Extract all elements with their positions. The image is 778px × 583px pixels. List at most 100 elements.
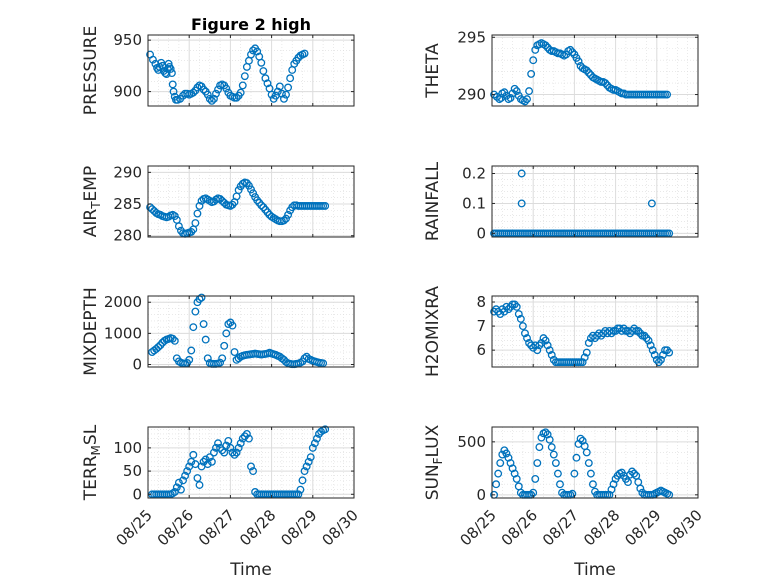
data-point bbox=[531, 474, 540, 483]
data-point bbox=[183, 467, 192, 476]
data-point bbox=[572, 453, 581, 462]
data-point bbox=[521, 329, 529, 338]
data-point bbox=[512, 302, 521, 311]
data-point bbox=[232, 448, 241, 457]
data-point bbox=[531, 45, 540, 54]
data-point bbox=[308, 443, 317, 452]
data-point bbox=[584, 338, 593, 347]
data-point bbox=[553, 469, 562, 478]
axes-box bbox=[491, 426, 699, 499]
axes-box bbox=[491, 165, 699, 238]
data-point bbox=[189, 88, 198, 97]
axes-area bbox=[148, 296, 354, 367]
data-point bbox=[247, 185, 255, 194]
data-point bbox=[568, 48, 577, 57]
data-point bbox=[601, 79, 610, 88]
data-point bbox=[624, 478, 632, 487]
y-tick-label: 295 bbox=[457, 28, 486, 46]
data-point bbox=[539, 334, 548, 343]
data-point bbox=[647, 199, 656, 208]
y-tick-label: 900 bbox=[113, 83, 142, 101]
subplot-pressure: 900 950 PRESSURE bbox=[81, 26, 355, 115]
data-point bbox=[222, 84, 231, 93]
data-point bbox=[236, 439, 245, 448]
data-point bbox=[207, 96, 216, 105]
data-point bbox=[273, 87, 282, 96]
data-point bbox=[187, 346, 196, 355]
y-tick-label: 1000 bbox=[104, 324, 142, 342]
data-point bbox=[582, 448, 591, 457]
data-point bbox=[203, 460, 212, 469]
axes-box bbox=[147, 34, 355, 107]
data-point bbox=[512, 474, 521, 483]
y-tick-label: 0 bbox=[132, 485, 142, 503]
data-point bbox=[543, 341, 552, 350]
data-point bbox=[154, 343, 163, 352]
data-point bbox=[193, 209, 202, 218]
y-tick-label: 290 bbox=[457, 86, 486, 104]
data-point bbox=[263, 79, 272, 88]
y-tick-label: 50 bbox=[123, 462, 142, 480]
data-point bbox=[284, 210, 293, 219]
data-point bbox=[257, 201, 266, 210]
data-point bbox=[172, 483, 181, 492]
data-point bbox=[656, 355, 665, 364]
data-point bbox=[630, 324, 639, 333]
data-point bbox=[212, 89, 220, 98]
data-point bbox=[197, 293, 206, 302]
data-point bbox=[284, 83, 293, 92]
y-tick-label: 285 bbox=[113, 195, 142, 213]
data-point bbox=[537, 433, 546, 442]
data-point bbox=[492, 480, 501, 489]
data-point bbox=[296, 485, 305, 494]
data-point bbox=[619, 324, 628, 333]
data-point bbox=[275, 82, 284, 91]
data-point bbox=[518, 322, 527, 331]
data-point bbox=[529, 56, 538, 65]
data-point bbox=[523, 334, 531, 343]
data-point bbox=[586, 469, 595, 478]
y-axis-label-theta: THETA bbox=[423, 43, 443, 99]
data-point bbox=[646, 341, 655, 350]
axes-box bbox=[491, 34, 699, 107]
y-axis-label-mixdepth: MIXDEPTH bbox=[81, 287, 101, 376]
y-tick-label: 0.2 bbox=[462, 164, 486, 182]
data-point bbox=[216, 358, 225, 367]
data-point bbox=[185, 355, 194, 364]
data-point bbox=[634, 326, 643, 335]
data-point bbox=[236, 88, 245, 97]
data-point bbox=[199, 457, 208, 466]
data-point bbox=[650, 351, 659, 359]
data-point bbox=[174, 222, 183, 231]
data-point bbox=[584, 68, 593, 77]
axes-box bbox=[147, 295, 355, 368]
data-point bbox=[570, 469, 579, 478]
data-point bbox=[517, 169, 526, 178]
data-point bbox=[574, 57, 583, 66]
data-point bbox=[244, 181, 253, 190]
data-point bbox=[249, 46, 258, 55]
data-point bbox=[545, 346, 554, 355]
data-point bbox=[582, 66, 591, 75]
data-point bbox=[179, 476, 187, 485]
data-point bbox=[240, 72, 249, 81]
data-point bbox=[167, 69, 176, 78]
data-point bbox=[525, 87, 534, 96]
data-point bbox=[648, 346, 657, 355]
data-point bbox=[224, 436, 233, 445]
data-point bbox=[220, 198, 229, 207]
data-point bbox=[517, 199, 526, 208]
y-axis-label-pressure: PRESSURE bbox=[81, 26, 101, 115]
axes-box bbox=[147, 426, 355, 499]
data-point bbox=[547, 443, 556, 452]
data-point bbox=[162, 70, 171, 79]
data-point bbox=[502, 449, 511, 458]
data-point bbox=[247, 462, 255, 471]
data-point bbox=[203, 90, 212, 99]
data-point bbox=[628, 467, 637, 476]
data-point bbox=[321, 425, 330, 434]
data-point bbox=[280, 216, 288, 225]
figure-title: Figure 2 high bbox=[191, 15, 311, 34]
